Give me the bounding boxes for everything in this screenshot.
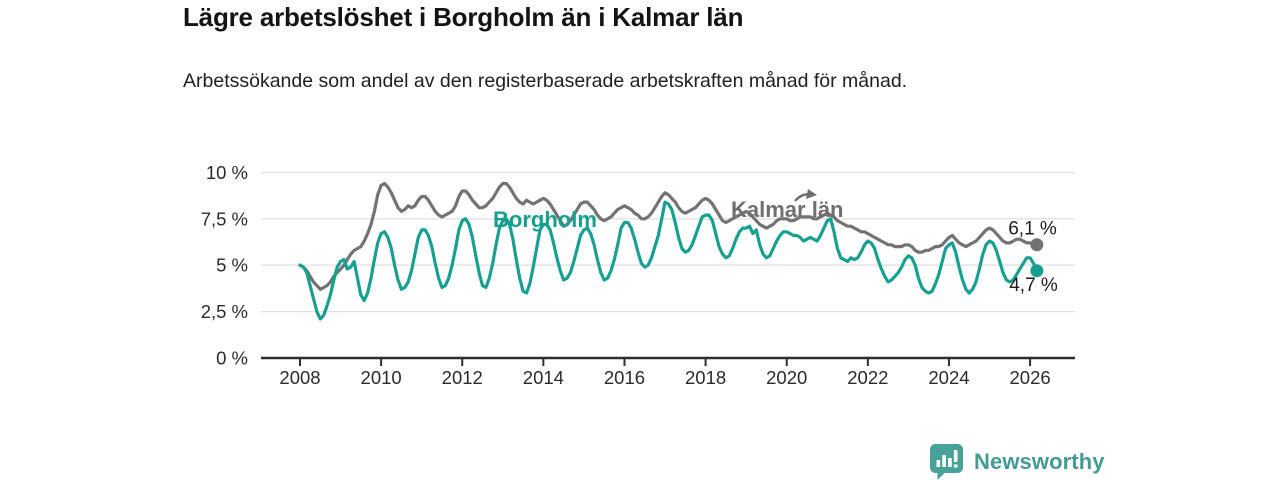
page-title: Lägre arbetslöshet i Borgholm än i Kalma…: [183, 2, 744, 32]
x-tick-label: 2016: [604, 367, 645, 388]
line-kalmar-lan: [298, 181, 1039, 291]
x-tick-label: 2018: [685, 367, 726, 388]
x-tick-label: 2014: [523, 367, 564, 388]
x-tick-label: 2008: [279, 367, 320, 388]
newsworthy-logo: Newsworthy: [930, 444, 1105, 480]
x-tick-label: 2026: [1010, 367, 1051, 388]
series-label-borgholm: Borgholm: [493, 207, 597, 232]
x-tick-label: 2010: [361, 367, 402, 388]
y-tick-label: 10 %: [206, 162, 248, 183]
end-value-label-borgholm: 4,7 %: [1009, 275, 1058, 296]
page-subtitle: Arbetssökande som andel av den registerb…: [183, 70, 908, 92]
newsworthy-bubble-chart-icon: [930, 444, 963, 480]
newsworthy-brand-text: Newsworthy: [974, 449, 1105, 474]
x-tick-label: 2024: [928, 367, 969, 388]
end-dot-kalmar-lan: [1030, 238, 1044, 252]
x-tick-label: 2012: [442, 367, 483, 388]
x-tick-label: 2020: [766, 367, 807, 388]
y-tick-label: 2,5 %: [201, 301, 248, 322]
x-tick-label: 2022: [847, 367, 888, 388]
series-label-kalmar-lan: Kalmar län: [731, 197, 844, 222]
y-tick-label: 0 %: [216, 348, 248, 369]
y-tick-label: 5 %: [216, 255, 248, 276]
kalmar-label-arrowhead-icon: [806, 189, 817, 199]
end-dot-borgholm: [1030, 264, 1044, 278]
end-value-label-kalmar-lan: 6,1 %: [1008, 218, 1057, 239]
line-borgholm: [298, 200, 1039, 321]
y-tick-label: 7,5 %: [201, 208, 248, 229]
